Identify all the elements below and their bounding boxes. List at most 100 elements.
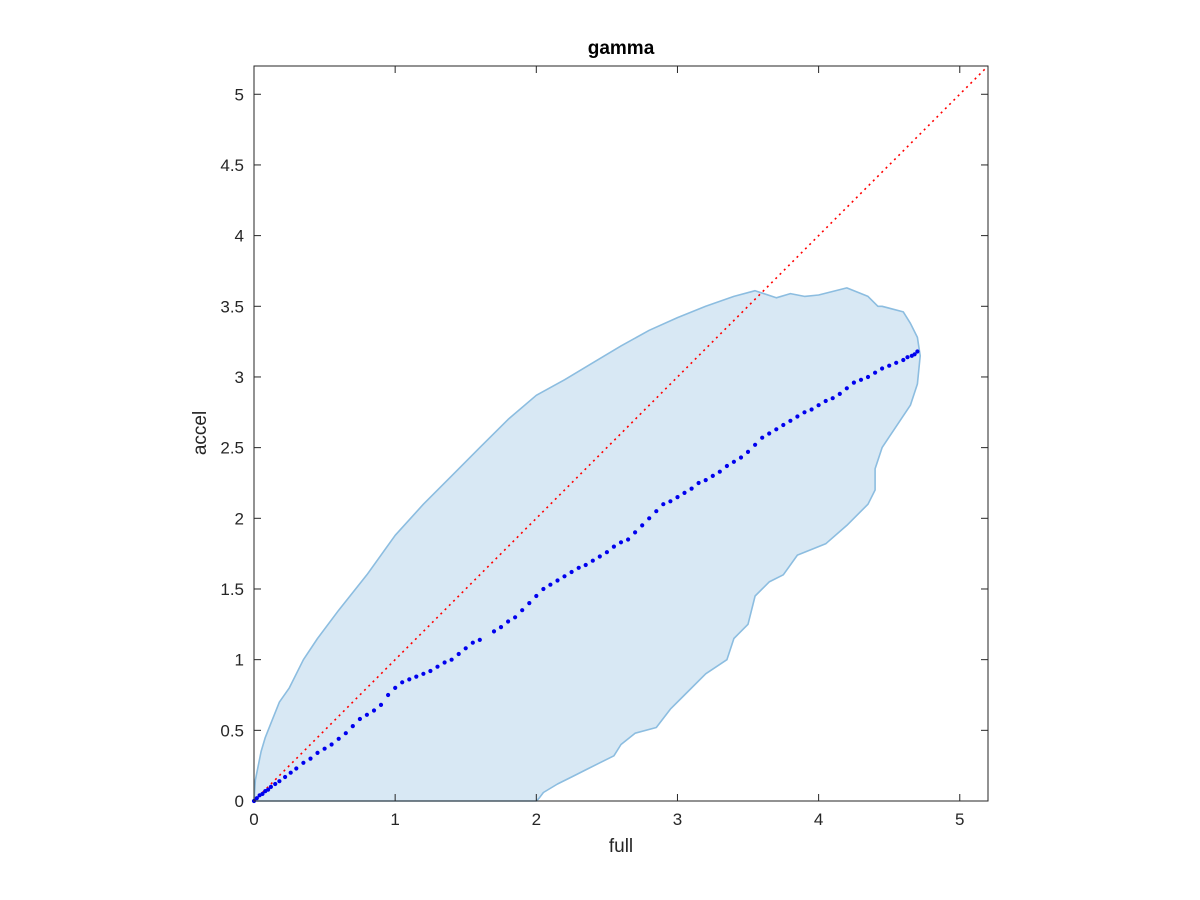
data-point (774, 427, 779, 432)
data-point (781, 422, 786, 428)
data-point (428, 668, 433, 674)
y-tick-label: 2.5 (220, 439, 244, 458)
data-point (647, 516, 652, 521)
x-tick-label: 3 (673, 810, 682, 829)
data-point (880, 366, 885, 371)
data-point (802, 410, 807, 415)
data-point (470, 640, 475, 645)
data-point (435, 664, 440, 669)
data-point (696, 480, 701, 486)
confidence-region-layer (253, 287, 922, 802)
data-point (576, 565, 581, 570)
y-tick-label: 5 (235, 85, 244, 104)
data-point (506, 619, 511, 624)
y-axis-ticks: 0 0.5 1 1.5 2 2.5 3 3.5 4 4.5 5 (220, 85, 988, 811)
identity-line (253, 65, 989, 802)
data-point (703, 478, 708, 483)
chart-title: gamma (588, 38, 655, 59)
y-tick-label: 0 (235, 792, 244, 811)
y-tick-label: 1 (235, 651, 244, 670)
y-tick-label: 2 (235, 509, 244, 528)
data-point (350, 724, 355, 729)
y-tick-label: 4 (235, 227, 244, 246)
data-point (767, 431, 772, 436)
data-point (858, 377, 864, 382)
data-point (710, 473, 715, 478)
data-point (626, 537, 631, 542)
data-point (788, 418, 793, 423)
data-point (520, 608, 525, 613)
data-point (760, 435, 765, 440)
data-point (618, 540, 624, 545)
data-point (597, 554, 602, 559)
data-point (901, 357, 906, 363)
data-point (442, 660, 447, 665)
data-point (541, 586, 546, 592)
data-point (449, 657, 454, 662)
x-axis-ticks: 0 1 2 3 4 5 (249, 66, 965, 829)
data-point (498, 625, 504, 630)
data-point (795, 414, 800, 419)
data-point (915, 349, 920, 354)
data-point (294, 766, 299, 771)
data-point (268, 784, 273, 790)
confidence-region (253, 287, 922, 802)
data-point (364, 712, 369, 717)
data-point (308, 756, 313, 761)
data-point (414, 674, 419, 679)
data-point (491, 629, 497, 634)
data-point (562, 574, 567, 579)
data-point (548, 582, 553, 587)
data-point (407, 677, 412, 682)
y-tick-label: 0.5 (220, 721, 244, 740)
data-point (753, 442, 758, 447)
x-tick-label: 4 (814, 810, 823, 829)
y-tick-label: 3.5 (220, 297, 244, 316)
data-point (534, 593, 539, 599)
data-point (873, 370, 878, 375)
data-point (421, 671, 426, 676)
data-point (675, 495, 680, 500)
data-point (301, 760, 306, 765)
y-axis-label: accel (190, 411, 211, 455)
data-point (273, 781, 278, 787)
data-point (322, 746, 327, 751)
identity-line-layer (253, 65, 989, 802)
data-point (277, 779, 282, 784)
data-point (357, 716, 362, 722)
data-point (371, 708, 377, 713)
y-tick-label: 1.5 (220, 580, 244, 599)
data-point (809, 407, 814, 412)
data-point (668, 499, 673, 504)
data-point (527, 601, 532, 606)
data-point (837, 391, 842, 396)
data-point (731, 459, 737, 464)
x-tick-label: 0 (249, 810, 258, 829)
data-point (905, 355, 910, 360)
data-point (640, 523, 645, 528)
data-point (823, 398, 828, 404)
data-point (569, 569, 574, 575)
data-point (583, 562, 588, 568)
data-point (738, 455, 744, 460)
data-point (661, 502, 666, 507)
x-tick-label: 1 (390, 810, 399, 829)
data-point (343, 731, 348, 736)
data-point (654, 509, 659, 514)
data-point (604, 550, 610, 555)
data-point (611, 544, 617, 549)
data-point (329, 742, 334, 747)
data-point (894, 360, 899, 365)
y-tick-label: 3 (235, 368, 244, 387)
data-point (400, 680, 405, 685)
axes-box (253, 65, 989, 802)
data-point (266, 787, 271, 792)
data-point (456, 651, 461, 657)
data-point (590, 558, 595, 563)
data-point (477, 637, 482, 643)
y-tick-label: 4.5 (220, 156, 244, 175)
data-point (315, 750, 320, 756)
data-point (717, 469, 722, 474)
data-point (830, 396, 835, 401)
